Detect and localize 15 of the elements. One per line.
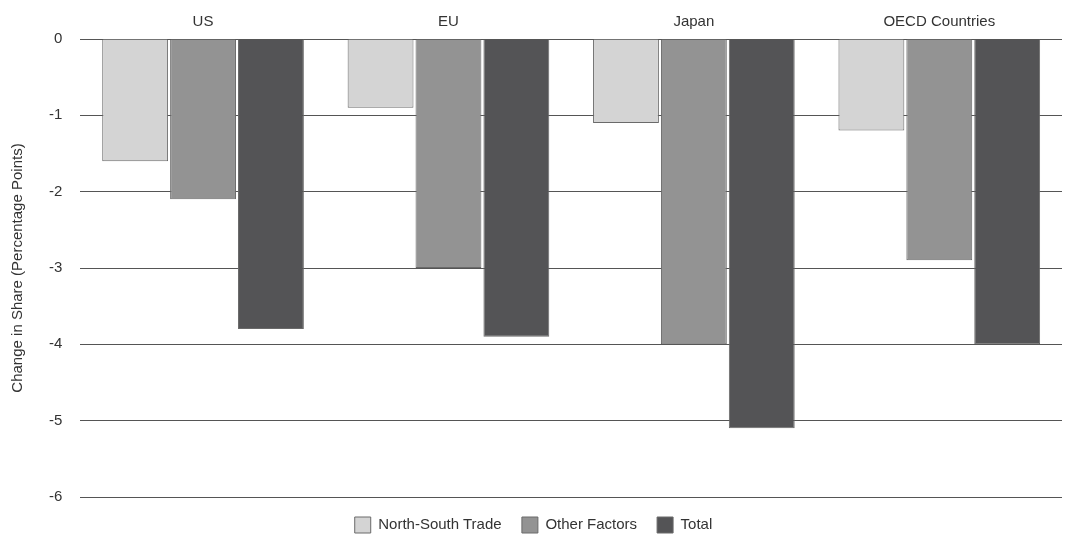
legend-label: Total bbox=[680, 515, 713, 533]
y-tick-label: -3 bbox=[48, 258, 63, 276]
x-tick-label: US bbox=[192, 12, 214, 30]
y-tick-label: 0 bbox=[53, 29, 63, 47]
x-tick-label: EU bbox=[438, 12, 459, 30]
y-tick-label: -5 bbox=[48, 410, 63, 428]
x-tick-label: Japan bbox=[673, 12, 715, 30]
y-tick-label: -2 bbox=[48, 181, 63, 199]
y-tick-label: -1 bbox=[48, 105, 63, 123]
y-tick-label: -4 bbox=[48, 334, 63, 352]
legend-label: Other Factors bbox=[545, 515, 638, 533]
x-tick-label: OECD Countries bbox=[883, 12, 996, 30]
legend-label: North-South Trade bbox=[378, 515, 502, 533]
y-tick-label: -6 bbox=[48, 487, 63, 505]
y-axis-title: Change in Share (Percentage Points) bbox=[8, 143, 26, 393]
